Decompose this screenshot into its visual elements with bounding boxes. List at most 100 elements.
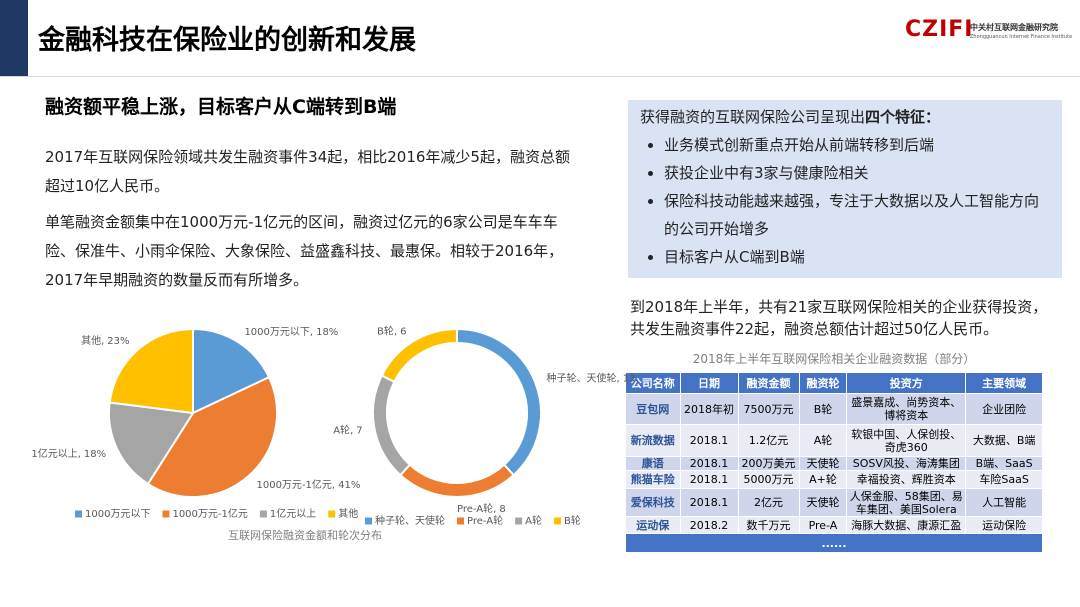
table-title: 2018年上半年互联网保险相关企业融资数据（部分） bbox=[692, 352, 976, 366]
box-title-bold: 四个特征： bbox=[865, 108, 941, 126]
feature-item: 保险科技动能越来越强，专注于大数据以及人工智能方向的公司开始增多 bbox=[664, 187, 1052, 243]
slice bbox=[456, 327, 542, 477]
header-rule bbox=[0, 76, 1080, 77]
label-value: 18% bbox=[316, 327, 338, 338]
label-category: A轮 bbox=[333, 424, 350, 437]
section-heading: 融资额平稳上涨，目标客户从C端转到B端 bbox=[45, 96, 397, 118]
paragraph: 单笔融资金额集中在1000万元-1亿元的区间，融资过亿元的6家公司是车车车险、保… bbox=[45, 213, 564, 289]
table-row: 豆包网 2018年初 7500万元 B轮 盛景嘉成、尚势资本、博将资本 企业团险 bbox=[625, 393, 1043, 425]
table-cell: 1.2亿元 bbox=[737, 424, 800, 457]
data-label: Pre-A轮, 8 bbox=[457, 502, 506, 515]
table-cell: 新流数据 bbox=[625, 424, 681, 457]
label-value: 8 bbox=[499, 504, 505, 515]
table-cell: 200万美元 bbox=[737, 456, 800, 471]
table-cell: 大数据、B端 bbox=[965, 424, 1043, 457]
column-header: 公司名称 bbox=[625, 372, 681, 394]
legend-label: 其他 bbox=[338, 507, 358, 520]
org-cn: 中关村互联网金融研究院 bbox=[970, 23, 1058, 32]
org-en: Zhongguancun Internet Finance Institute bbox=[970, 34, 1073, 40]
footer-row: ...... bbox=[625, 533, 1043, 553]
legend-swatch bbox=[162, 510, 170, 518]
table-cell: 7500万元 bbox=[737, 393, 800, 425]
feature-box: 获得融资的互联网保险公司呈现出四个特征： 业务模式创新重点开始从前端转移到后端获… bbox=[628, 100, 1062, 278]
label-value: 13 bbox=[623, 373, 636, 384]
label-category: 1000万元-1亿元 bbox=[256, 478, 331, 491]
legend-label: 种子轮、天使轮 bbox=[375, 514, 445, 527]
table: 公司名称 日期 融资金额 融资轮 投资方 主要领域 豆包网 2018年初 7500万元 B轮 盛景嘉… bbox=[625, 372, 1043, 553]
slice bbox=[380, 327, 458, 384]
table-cell: 2018年初 bbox=[679, 393, 739, 425]
legend-label: B轮 bbox=[564, 514, 581, 527]
label-separator: , bbox=[78, 449, 81, 460]
label-category: B轮 bbox=[377, 324, 394, 337]
table-cell: 豆包网 bbox=[625, 393, 681, 425]
legend-label: 1000万元以下 bbox=[85, 509, 150, 520]
table-cell: 2018.2 bbox=[679, 516, 739, 534]
label-value: 41% bbox=[338, 480, 360, 491]
slice bbox=[108, 327, 194, 415]
label-category: 1000万元以下 bbox=[244, 327, 309, 338]
label-value: 18% bbox=[84, 449, 106, 460]
legend-swatch bbox=[457, 517, 464, 525]
label-separator: , bbox=[101, 336, 104, 347]
table-cell: 幸福投资、辉胜资本 bbox=[846, 470, 967, 489]
data-label: 1000万元-1亿元, 41% bbox=[256, 478, 360, 491]
table-cell: 运动保 bbox=[625, 516, 681, 534]
slice bbox=[146, 375, 278, 498]
column-header: 主要领域 bbox=[965, 372, 1043, 394]
data-label: 种子轮、天使轮, 13 bbox=[547, 371, 636, 384]
table-row: 熊猫车险 2018.1 5000万元 A+轮 幸福投资、辉胜资本 车险SaaS bbox=[625, 470, 1043, 489]
table-cell: A轮 bbox=[798, 424, 848, 457]
label-category: 1亿元以上 bbox=[31, 447, 77, 460]
label-value: 7 bbox=[356, 426, 362, 437]
legend-label: 1000万元-1亿元 bbox=[172, 507, 247, 520]
data-label: A轮, 7 bbox=[333, 424, 362, 437]
paragraph: 到2018年上半年，共有21家互联网保险相关的企业获得投资，共发生融资事件22起… bbox=[630, 298, 1048, 338]
slice bbox=[398, 463, 516, 498]
data-label: B轮, 6 bbox=[377, 324, 406, 337]
table-row: 运动保 2018.2 数千万元 Pre-A 海豚大数据、康源汇盈 运动保险 bbox=[625, 516, 1043, 534]
slice bbox=[372, 374, 412, 477]
paragraph: 2017年互联网保险领域共发生融资事件34起，相比2016年减少5起，融资总额超… bbox=[45, 148, 570, 195]
feature-item: 获投企业中有3家与健康险相关 bbox=[664, 159, 1052, 187]
table-row: 新流数据 2018.1 1.2亿元 A轮 软银中国、人保创投、奇虎360 大数据、B端 bbox=[625, 424, 1043, 457]
label-separator: , bbox=[493, 504, 496, 515]
label-value: 6 bbox=[400, 326, 406, 337]
table-footer: ...... bbox=[625, 533, 1043, 553]
label-category: 种子轮、天使轮 bbox=[547, 371, 617, 384]
column-header: 投资方 bbox=[846, 372, 967, 394]
table-cell: 天使轮 bbox=[798, 488, 848, 517]
column-header: 日期 bbox=[679, 372, 739, 394]
table-cell: 盛景嘉成、尚势资本、博将资本 bbox=[846, 393, 967, 425]
feature-item: 业务模式创新重点开始从前端转移到后端 bbox=[664, 131, 1052, 159]
table-cell: A+轮 bbox=[798, 470, 848, 489]
data-label: 1000万元以下, 18% bbox=[244, 327, 338, 338]
label-separator: , bbox=[617, 373, 620, 384]
label-category: Pre-A轮 bbox=[457, 502, 493, 515]
data-label: 其他, 23% bbox=[81, 334, 129, 347]
table-cell: 车险SaaS bbox=[965, 470, 1043, 489]
feature-item: 目标客户从C端到B端 bbox=[664, 243, 1052, 271]
legend-swatch bbox=[75, 510, 82, 518]
label-category: 其他 bbox=[81, 334, 101, 347]
table-cell: 熊猫车险 bbox=[625, 470, 681, 489]
legend-swatch bbox=[259, 510, 267, 518]
label-separator: , bbox=[394, 326, 397, 337]
table-cell: 软银中国、人保创投、奇虎360 bbox=[846, 424, 967, 457]
legend-label: 1亿元以上 bbox=[270, 507, 316, 520]
table-cell: 人工智能 bbox=[965, 488, 1043, 517]
feature-list: 业务模式创新重点开始从前端转移到后端获投企业中有3家与健康险相关保险科技动能越来… bbox=[640, 131, 1052, 271]
slide-title: 金融科技在保险业的创新和发展 bbox=[38, 25, 416, 56]
title-bar bbox=[0, 0, 28, 76]
label-separator: , bbox=[310, 327, 313, 338]
legend-swatch bbox=[328, 510, 336, 518]
column-header: 融资金额 bbox=[737, 372, 800, 394]
legend-swatch bbox=[553, 517, 561, 525]
chart-caption: 互联网保险融资金额和轮次分布 bbox=[228, 528, 382, 542]
table-cell: 2亿元 bbox=[737, 488, 800, 517]
data-label: 1亿元以上, 18% bbox=[31, 447, 106, 460]
legend-swatch bbox=[365, 517, 372, 525]
table-cell: 爱保科技 bbox=[625, 488, 681, 517]
legend-label: Pre-A轮 bbox=[467, 514, 503, 527]
